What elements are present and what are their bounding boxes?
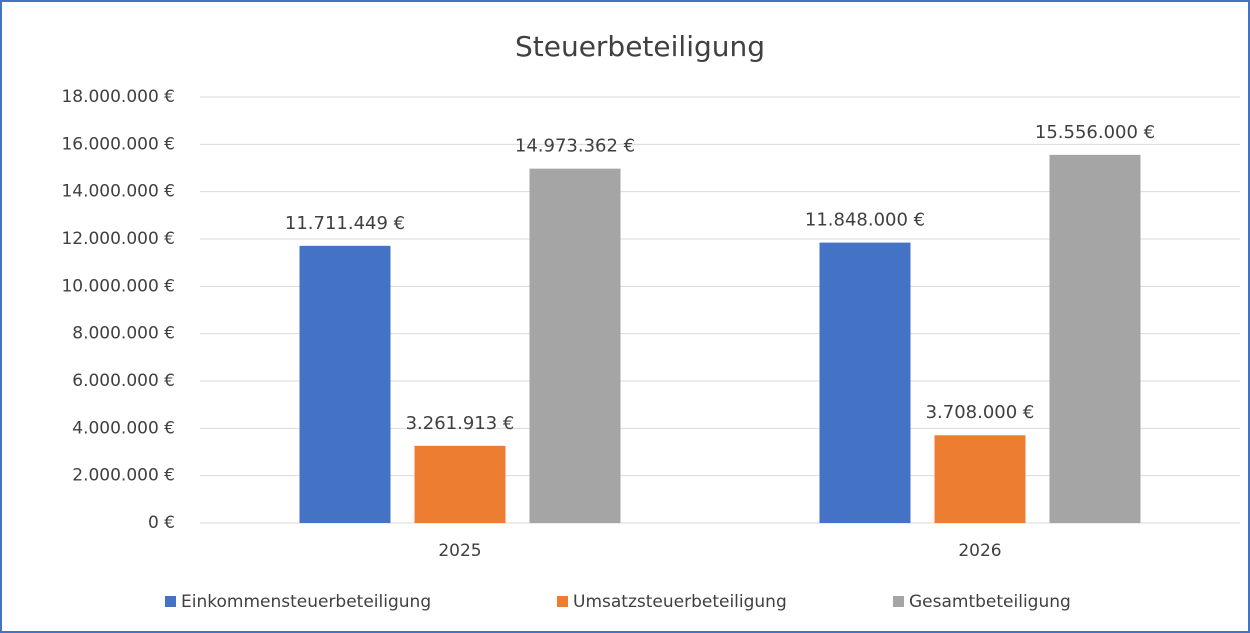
bar (299, 245, 391, 523)
y-tick-label: 0 € (148, 513, 175, 533)
x-tick-label: 2026 (958, 541, 1001, 561)
legend-label: Gesamtbeteiligung (909, 592, 1071, 612)
data-label: 14.973.362 € (515, 136, 635, 157)
data-label: 3.708.000 € (926, 402, 1035, 423)
y-tick-label: 16.000.000 € (61, 134, 175, 154)
y-tick-label: 12.000.000 € (61, 229, 175, 249)
bar (819, 242, 911, 523)
legend-swatch (165, 596, 176, 607)
bar (934, 435, 1026, 523)
y-tick-label: 2.000.000 € (72, 466, 175, 486)
legend-label: Einkommensteuerbeteiligung (181, 592, 431, 612)
data-label: 11.711.449 € (285, 213, 405, 234)
data-label: 3.261.913 € (406, 413, 515, 434)
y-tick-label: 18.000.000 € (61, 87, 175, 107)
data-label: 11.848.000 € (805, 210, 925, 231)
bar (414, 445, 506, 523)
bar (529, 168, 621, 523)
y-tick-label: 8.000.000 € (72, 324, 175, 344)
y-tick-label: 10.000.000 € (61, 276, 175, 296)
y-tick-label: 14.000.000 € (61, 182, 175, 202)
x-tick-label: 2025 (438, 541, 481, 561)
legend-swatch (893, 596, 904, 607)
bar (1049, 154, 1141, 523)
y-tick-label: 4.000.000 € (72, 418, 175, 438)
legend-label: Umsatzsteuerbeteiligung (573, 592, 787, 612)
data-label: 15.556.000 € (1035, 122, 1155, 143)
legend-swatch (557, 596, 568, 607)
chart-title: Steuerbeteiligung (515, 30, 765, 63)
y-tick-label: 6.000.000 € (72, 371, 175, 391)
